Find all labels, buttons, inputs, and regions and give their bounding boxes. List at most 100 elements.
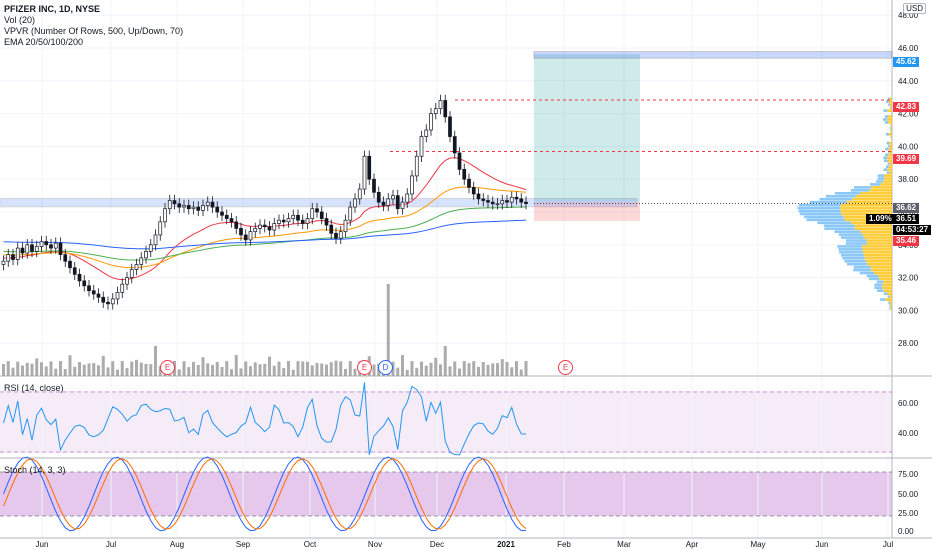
vpvr-up-bar	[841, 254, 864, 257]
time-axis-label[interactable]: Jun	[816, 540, 829, 549]
vpvr-down-bar	[882, 284, 892, 287]
vpvr-up-bar	[888, 295, 890, 298]
vpvr-up-bar	[834, 230, 860, 233]
vpvr-up-bar	[842, 257, 864, 260]
candle-body	[244, 235, 247, 240]
candle-body	[434, 109, 437, 114]
candle-body	[2, 261, 5, 264]
vpvr-up-bar	[860, 272, 875, 275]
volume-bar	[97, 365, 100, 376]
vpvr-down-bar	[864, 254, 892, 257]
candle-body	[411, 176, 414, 194]
candle-body	[107, 302, 110, 304]
vpvr-up-bar	[883, 157, 887, 160]
currency-badge[interactable]: USD	[903, 3, 926, 14]
candle-body	[477, 194, 480, 199]
support-zone-rect[interactable]	[0, 199, 637, 207]
earnings-event-icon[interactable]: E	[558, 360, 573, 375]
candle-body	[12, 255, 15, 260]
stoch-axis-tick: 25.00	[898, 509, 919, 518]
vpvr-up-bar	[891, 124, 892, 127]
vpvr-up-bar	[880, 298, 885, 301]
vpvr-up-bar	[888, 103, 890, 106]
candle-body	[164, 209, 167, 222]
symbol-title[interactable]: PFIZER INC, 1D, NYSE	[4, 4, 183, 15]
dividend-event-icon[interactable]: D	[378, 360, 393, 375]
vpvr-down-bar	[864, 236, 892, 239]
vpvr-down-bar	[888, 160, 892, 163]
volume-bar	[7, 361, 10, 376]
volume-bar	[121, 361, 124, 376]
vpvr-up-bar	[835, 192, 861, 195]
vpvr-down-bar	[889, 133, 892, 136]
volume-bar	[306, 362, 309, 376]
earnings-event-icon[interactable]: E	[357, 360, 372, 375]
vpvr-down-bar	[889, 165, 892, 168]
vpvr-down-bar	[863, 248, 892, 251]
candle-body	[50, 245, 53, 248]
vpvr-down-bar	[841, 210, 892, 213]
volume-bar	[31, 364, 34, 376]
rsi-axis-tick: 60.00	[898, 399, 919, 408]
price-axis-tick: 30.00	[898, 306, 919, 315]
time-axis-label[interactable]: Feb	[557, 540, 571, 549]
candle-body	[168, 201, 171, 209]
vpvr-down-bar	[887, 157, 892, 160]
vpvr-up-bar	[884, 160, 888, 163]
volume-bar	[349, 361, 352, 376]
candle-body	[130, 269, 133, 277]
candle-body	[330, 225, 333, 233]
volume-bar	[525, 361, 528, 376]
vpvr-down-bar	[887, 292, 892, 295]
indicator-volume[interactable]: Vol (20)	[4, 15, 183, 26]
time-axis-label[interactable]: Jun	[36, 540, 49, 549]
vpvr-up-bar	[883, 109, 887, 112]
target-zone-rect[interactable]	[534, 52, 892, 59]
indicator-ema[interactable]: EMA 20/50/100/200	[4, 37, 183, 48]
candle-body	[306, 219, 309, 224]
long-position-profit-zone[interactable]	[534, 54, 640, 202]
volume-bar	[35, 358, 38, 376]
vpvr-down-bar	[887, 118, 892, 121]
volume-bar	[259, 364, 262, 376]
time-axis-label[interactable]: Nov	[368, 540, 382, 549]
volume-bar	[320, 364, 323, 376]
volume-bar	[102, 356, 105, 376]
earnings-event-icon[interactable]: E	[160, 360, 175, 375]
price-axis-tick: 44.00	[898, 77, 919, 86]
vpvr-down-bar	[874, 272, 892, 275]
time-axis-label[interactable]: May	[750, 540, 765, 549]
stoch-legend[interactable]: Stoch (14, 3, 3)	[4, 465, 66, 476]
volume-bar	[425, 366, 428, 376]
volume-bar	[335, 361, 338, 376]
time-axis-label[interactable]: 2021	[497, 540, 515, 549]
volume-bar	[221, 367, 224, 376]
vpvr-down-bar	[861, 192, 892, 195]
time-axis-label[interactable]: Apr	[686, 540, 699, 549]
vpvr-up-bar	[846, 239, 867, 242]
vpvr-up-bar	[889, 307, 890, 310]
volume-bar	[415, 368, 418, 376]
time-axis-label[interactable]: Dec	[430, 540, 444, 549]
vpvr-down-bar	[888, 121, 892, 124]
candle-body	[458, 153, 461, 169]
vpvr-up-bar	[890, 106, 891, 109]
time-axis-label[interactable]: Jul	[883, 540, 893, 549]
time-axis-label[interactable]: Oct	[304, 540, 317, 549]
time-axis-label[interactable]: Jul	[106, 540, 116, 549]
vpvr-up-bar	[804, 216, 844, 219]
candle-body	[235, 222, 238, 229]
volume-bar	[449, 366, 452, 376]
vpvr-down-bar	[863, 233, 892, 236]
time-axis-label[interactable]: Mar	[617, 540, 631, 549]
vpvr-down-bar	[891, 124, 892, 127]
volume-bar	[496, 363, 499, 376]
volume-bar	[50, 361, 53, 376]
price-tag-level-high: 42.83	[893, 102, 919, 112]
time-axis-label[interactable]: Sep	[236, 540, 251, 549]
volume-bar	[278, 362, 281, 376]
time-axis-label[interactable]: Aug	[170, 540, 184, 549]
indicator-vpvr[interactable]: VPVR (Number Of Rows, 500, Up/Down, 70)	[4, 26, 183, 37]
rsi-legend[interactable]: RSI (14, close)	[4, 383, 64, 394]
